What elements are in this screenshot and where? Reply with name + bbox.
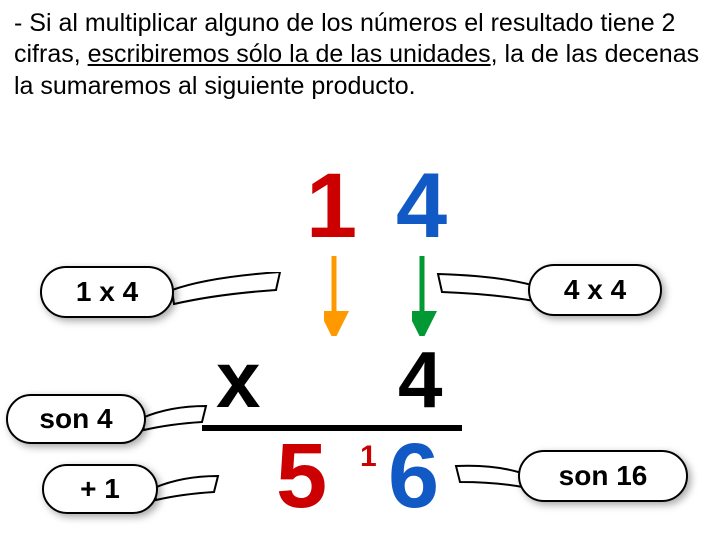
callout-son4-tail [140, 404, 210, 438]
callout-plus1-tail [152, 474, 222, 508]
callout-4x4: 4 x 4 [528, 264, 662, 316]
result-digit-2: 6 [388, 430, 439, 522]
top-digit-1: 1 [306, 160, 357, 252]
explanation-underlined: escribiremos sólo la de las unidades [88, 40, 491, 68]
carry-digit: 1 [360, 442, 377, 472]
callout-plus1: + 1 [42, 464, 158, 514]
top-digit-2: 4 [396, 160, 447, 252]
callout-son16: son 16 [518, 450, 688, 502]
multiplier-digit: 4 [398, 340, 443, 420]
callout-1x4-tail [168, 272, 288, 322]
explanation-text: - Si al multiplicar alguno de los número… [14, 8, 706, 102]
x-symbol: x [216, 340, 261, 420]
arrow-green [412, 254, 440, 336]
callout-son4: son 4 [6, 394, 146, 444]
arrow-orange [324, 254, 352, 336]
result-digit-1: 5 [276, 430, 327, 522]
callout-1x4: 1 x 4 [40, 266, 174, 318]
